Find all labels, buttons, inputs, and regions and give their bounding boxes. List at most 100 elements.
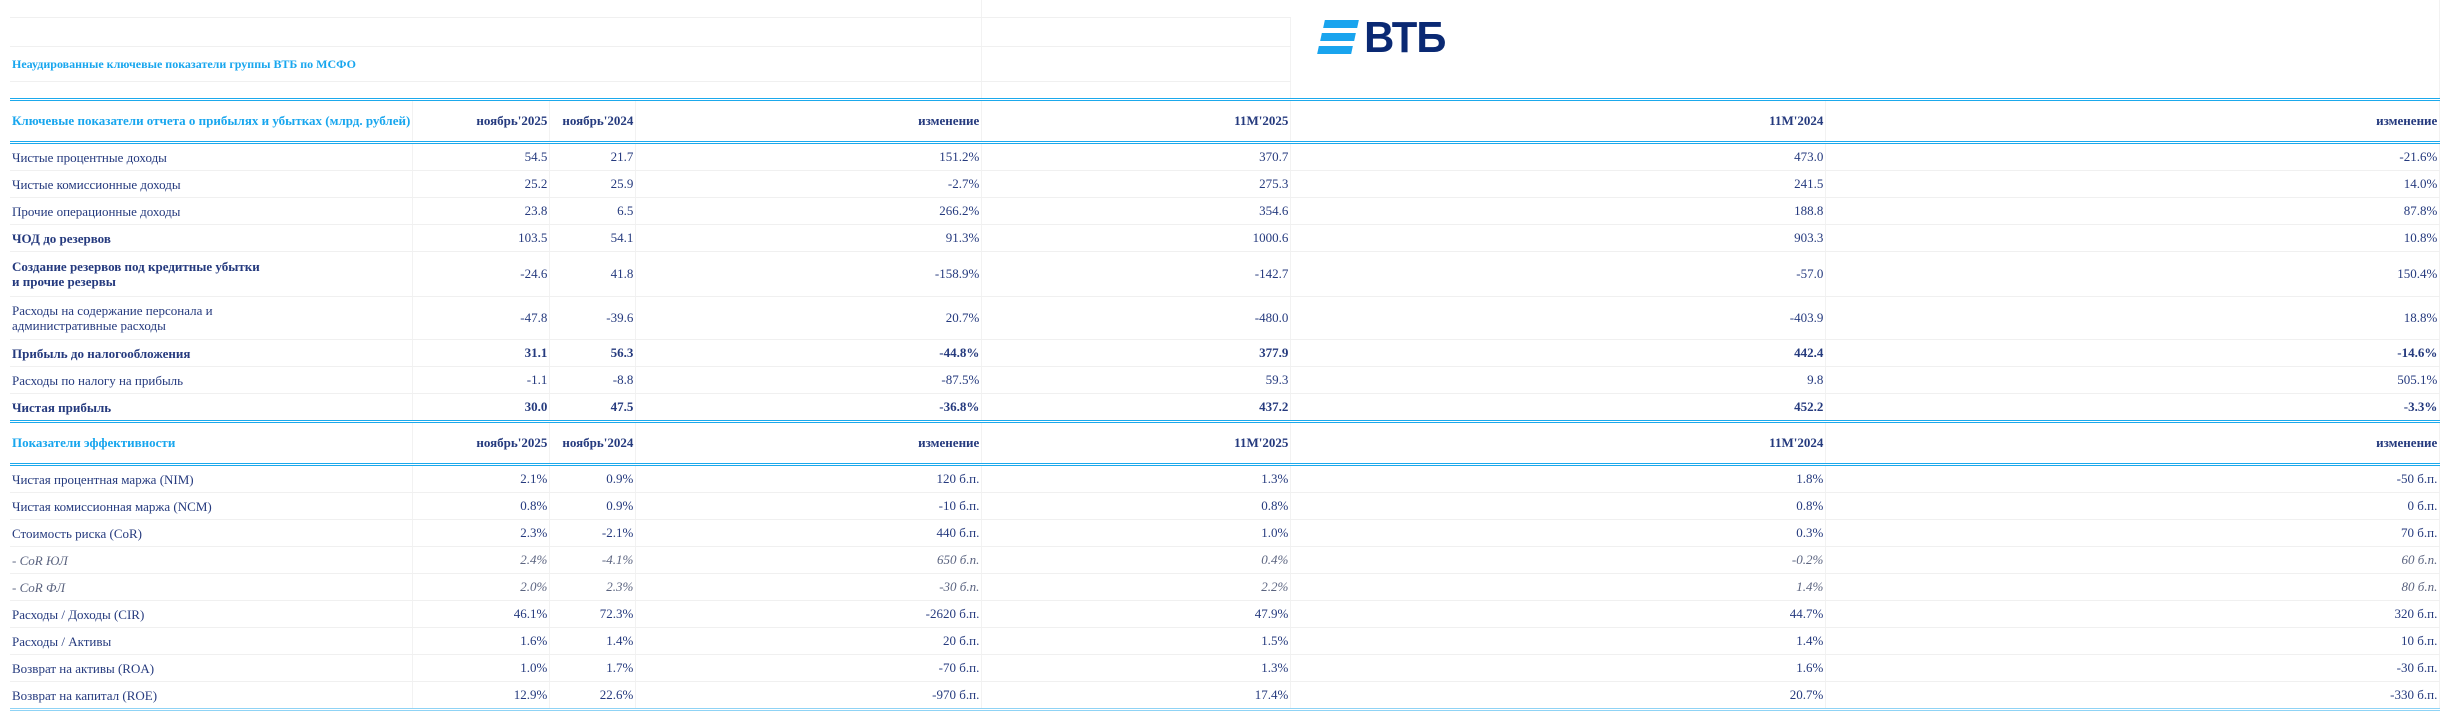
cell-change-month: 440 б.п.: [635, 519, 983, 547]
row-label: Возврат на активы (ROA): [10, 654, 414, 682]
row-label: Чистая прибыль: [10, 393, 414, 422]
cell-nov-2025: 103.5: [412, 224, 551, 252]
cell-change-month: -70 б.п.: [635, 654, 983, 682]
cell-change-11m: -3.3%: [1825, 393, 2441, 422]
cell-nov-2024: 0.9%: [549, 464, 637, 493]
cell-11m-2024: -0.2%: [1290, 546, 1827, 574]
column-header-11m-2024: 11M'2024: [1290, 420, 1827, 466]
table-row: ЧОД до резервов 103.5 54.1 91.3% 1000.6 903.3…: [10, 224, 2441, 252]
cell-nov-2025: -47.8: [412, 296, 551, 340]
cell-11m-2025: 275.3: [981, 170, 1292, 198]
row-label: Расходы на содержание персонала и админи…: [10, 296, 414, 340]
table-row: Стоимость риска (CoR) 2.3% -2.1% 440 б.п. 1.…: [10, 519, 2441, 547]
cell-11m-2024: 1.8%: [1290, 464, 1827, 493]
cell-change-11m: 505.1%: [1825, 366, 2441, 394]
cell-11m-2024: 9.8: [1290, 366, 1827, 394]
cell-nov-2024: 47.5: [549, 393, 637, 422]
cell-11m-2025: 1.3%: [981, 464, 1292, 493]
cell-change-11m: 10.8%: [1825, 224, 2441, 252]
cell-change-month: 151.2%: [635, 142, 983, 171]
cell-nov-2024: 2.3%: [549, 573, 637, 601]
cell-change-11m: 18.8%: [1825, 296, 2441, 340]
row-label: Чистые процентные доходы: [10, 142, 414, 171]
cell-nov-2025: -1.1: [412, 366, 551, 394]
cell-nov-2025: 12.9%: [412, 681, 551, 711]
table-row: Прочие операционные доходы 23.8 6.5 266.2% 3…: [10, 197, 2441, 225]
cell-change-month: 120 б.п.: [635, 464, 983, 493]
cell-change-11m: 320 б.п.: [1825, 600, 2441, 628]
column-header-change-month: изменение: [635, 98, 983, 144]
table-row: Расходы / Доходы (CIR) 46.1% 72.3% -2620 б.…: [10, 600, 2441, 628]
row-label: Стоимость риска (CoR): [10, 519, 414, 547]
table-row: - CoR ФЛ 2.0% 2.3% -30 б.п. 2.2% 1.4% 80 б.п.: [10, 573, 2441, 601]
table-row: Чистая процентная маржа (NIM) 2.1% 0.9% 120…: [10, 464, 2441, 493]
cell-change-month: -158.9%: [635, 251, 983, 297]
cell-change-month: -87.5%: [635, 366, 983, 394]
cell-change-11m: 70 б.п.: [1825, 519, 2441, 547]
cell-11m-2024: 44.7%: [1290, 600, 1827, 628]
cell-change-11m: 14.0%: [1825, 170, 2441, 198]
cell-nov-2024: 1.7%: [549, 654, 637, 682]
column-header-change-11m: изменение: [1825, 420, 2441, 466]
cell-11m-2025: -142.7: [981, 251, 1292, 297]
cell-11m-2024: 442.4: [1290, 339, 1827, 367]
table-row: Чистая прибыль 30.0 47.5 -36.8% 437.2 452.2 -3…: [10, 393, 2441, 422]
cell-change-month: 91.3%: [635, 224, 983, 252]
cell-11m-2024: -57.0: [1290, 251, 1827, 297]
row-label: Расходы по налогу на прибыль: [10, 366, 414, 394]
column-header-nov-2024: ноябрь'2024: [549, 420, 637, 466]
cell-nov-2024: -4.1%: [549, 546, 637, 574]
cell-nov-2024: 0.9%: [549, 492, 637, 520]
section-title: Показатели эффективности: [10, 420, 414, 466]
spreadsheet: Неаудированные ключевые показатели групп…: [10, 0, 2441, 711]
column-header-11m-2025: 11M'2025: [981, 98, 1292, 144]
table-row: Чистые процентные доходы 54.5 21.7 151.2% 37…: [10, 142, 2441, 171]
row-label: Чистые комиссионные доходы: [10, 170, 414, 198]
cell-nov-2025: -24.6: [412, 251, 551, 297]
cell-change-month: -30 б.п.: [635, 573, 983, 601]
cell-nov-2024: 21.7: [549, 142, 637, 171]
page-title: Неаудированные ключевые показатели групп…: [12, 57, 356, 71]
row-label: Чистая процентная маржа (NIM): [10, 464, 414, 493]
cell-11m-2025: 370.7: [981, 142, 1292, 171]
cell-11m-2024: 1.6%: [1290, 654, 1827, 682]
cell-change-month: 20.7%: [635, 296, 983, 340]
cell-nov-2024: 6.5: [549, 197, 637, 225]
logo-text: ВТБ: [1364, 13, 1446, 62]
cell-change-month: -2620 б.п.: [635, 600, 983, 628]
cell-change-month: 20 б.п.: [635, 627, 983, 655]
column-header-11m-2024: 11M'2024: [1290, 98, 1827, 144]
cell-change-11m: 0 б.п.: [1825, 492, 2441, 520]
row-label: - CoR ЮЛ: [10, 546, 414, 574]
cell-nov-2024: -39.6: [549, 296, 637, 340]
table-row: Чистая комиссионная маржа (NCM) 0.8% 0.9% -…: [10, 492, 2441, 520]
cell-11m-2024: 452.2: [1290, 393, 1827, 422]
cell-nov-2025: 2.4%: [412, 546, 551, 574]
section-header-row: Показатели эффективности ноябрь'2025 ноябр…: [10, 420, 2441, 466]
table-row: Прибыль до налогообложения 31.1 56.3 -44.8%…: [10, 339, 2441, 367]
cell-change-11m: 150.4%: [1825, 251, 2441, 297]
cell-nov-2025: 46.1%: [412, 600, 551, 628]
cell-nov-2024: 25.9: [549, 170, 637, 198]
row-label: Создание резервов под кредитные убытки и…: [10, 251, 414, 297]
table-row: Расходы по налогу на прибыль -1.1 -8.8 -87.…: [10, 366, 2441, 394]
cell-11m-2025: -480.0: [981, 296, 1292, 340]
cell-nov-2025: 31.1: [412, 339, 551, 367]
cell-change-11m: -330 б.п.: [1825, 681, 2441, 711]
cell-change-month: -10 б.п.: [635, 492, 983, 520]
cell-nov-2024: -2.1%: [549, 519, 637, 547]
row-label: - CoR ФЛ: [10, 573, 414, 601]
table-row: Возврат на активы (ROA) 1.0% 1.7% -70 б.п. 1…: [10, 654, 2441, 682]
row-label: Прибыль до налогообложения: [10, 339, 414, 367]
cell-change-11m: -14.6%: [1825, 339, 2441, 367]
cell-change-11m: 10 б.п.: [1825, 627, 2441, 655]
cell-11m-2025: 1000.6: [981, 224, 1292, 252]
row-label: Расходы / Активы: [10, 627, 414, 655]
table-row: Чистые комиссионные доходы 25.2 25.9 -2.7% 2…: [10, 170, 2441, 198]
column-header-nov-2025: ноябрь'2025: [412, 98, 551, 144]
cell-11m-2024: 0.8%: [1290, 492, 1827, 520]
cell-nov-2025: 1.0%: [412, 654, 551, 682]
cell-change-month: 650 б.п.: [635, 546, 983, 574]
column-header-nov-2024: ноябрь'2024: [549, 98, 637, 144]
cell-nov-2025: 54.5: [412, 142, 551, 171]
